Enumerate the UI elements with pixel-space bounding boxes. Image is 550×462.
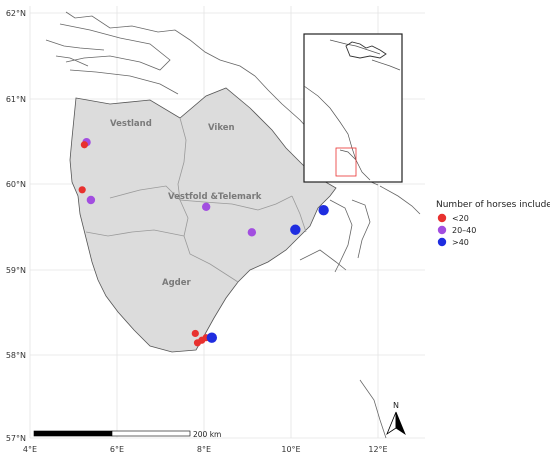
scale-bar-dark	[33, 430, 113, 437]
region-label-vestland: Vestland	[110, 119, 152, 129]
region-label-agder: Agder	[162, 278, 192, 288]
north-arrow-label: N	[393, 401, 399, 410]
data-point	[80, 141, 88, 149]
y-tick-label: 62°N	[6, 9, 26, 18]
region-label-viken: Viken	[208, 123, 235, 133]
study-area-land	[69, 87, 337, 353]
data-point	[318, 205, 329, 216]
inset-map	[303, 33, 403, 183]
north-arrow: N	[386, 401, 406, 436]
x-tick-label: 4°E	[23, 445, 37, 454]
data-points	[78, 138, 329, 347]
legend: Number of horses included <20 20–40 >40	[436, 200, 550, 247]
inset-coastline	[303, 39, 401, 181]
legend-label: >40	[452, 238, 469, 247]
y-tick-label: 60°N	[6, 180, 26, 189]
scale-bar-light	[111, 430, 191, 437]
legend-swatch	[437, 213, 447, 223]
data-point	[247, 228, 257, 237]
inset-study-extent	[335, 147, 357, 177]
y-tick-label: 57°N	[6, 434, 26, 443]
inset-islands	[345, 41, 387, 59]
scale-bar-label: 200 km	[193, 430, 221, 439]
x-tick-label: 6°E	[110, 445, 124, 454]
legend-label: 20–40	[452, 226, 476, 235]
region-borders	[85, 117, 307, 283]
x-tick-label: 12°E	[368, 445, 387, 454]
y-axis-labels: 62°N 61°N 60°N 59°N 58°N 57°N	[6, 9, 26, 443]
x-axis-labels: 4°E 6°E 8°E 10°E 12°E	[23, 445, 388, 454]
north-arrow-right-half	[395, 411, 406, 436]
legend-swatch	[437, 225, 447, 235]
data-point	[191, 329, 199, 338]
data-point	[206, 332, 218, 343]
scale-bar: 200 km	[33, 430, 221, 439]
region-label-vestfold-telemark: Vestfold &Telemark	[168, 192, 262, 202]
y-tick-label: 61°N	[6, 95, 26, 104]
y-tick-label: 58°N	[6, 351, 26, 360]
data-point	[86, 195, 96, 205]
y-tick-label: 59°N	[6, 266, 26, 275]
legend-swatch	[437, 237, 447, 247]
data-point	[201, 202, 211, 211]
legend-label: <20	[452, 214, 469, 223]
data-point	[290, 224, 301, 235]
data-point	[78, 186, 86, 194]
legend-title: Number of horses included	[436, 200, 550, 210]
x-tick-label: 8°E	[197, 445, 211, 454]
x-tick-label: 10°E	[281, 445, 300, 454]
